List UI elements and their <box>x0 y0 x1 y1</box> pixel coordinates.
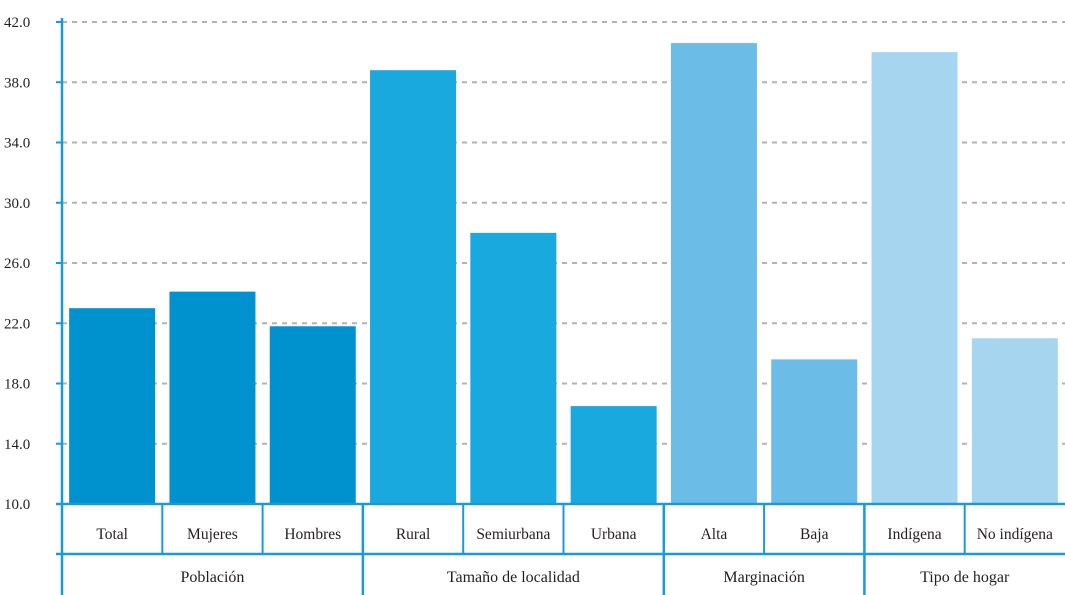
y-tick-label: 10.0 <box>4 497 30 513</box>
x-group-label: Marginación <box>723 569 804 586</box>
y-tick-label: 14.0 <box>4 437 30 453</box>
x-category-label: Total <box>96 526 128 543</box>
group-labels: Población Tamaño de localidad Marginación T… <box>180 569 1010 586</box>
x-category-label: Hombres <box>284 526 341 543</box>
x-category-label: Urbana <box>591 526 637 543</box>
bar <box>670 43 757 505</box>
gridlines <box>62 21 1065 445</box>
bar <box>570 406 657 504</box>
y-tick-label: 30.0 <box>4 196 30 212</box>
y-tick-label: 42.0 <box>4 15 30 31</box>
x-category-label: Indígena <box>887 526 941 543</box>
x-category-label: Rural <box>396 526 430 543</box>
x-category-label: Mujeres <box>187 526 238 543</box>
category-labels: Total Mujeres Hombres Rural Semiurbana Urbana… <box>96 526 1053 543</box>
y-axis-tick-labels: 10.0 14.0 18.0 22.0 26.0 30.0 34.0 38.0 42.0 <box>4 15 30 513</box>
bar <box>470 232 557 504</box>
x-category-label: Alta <box>701 526 728 543</box>
bar <box>871 52 958 504</box>
y-tick-label: 18.0 <box>4 377 30 393</box>
x-group-label: Tipo de hogar <box>920 569 1010 586</box>
x-category-label: Semiurbana <box>476 526 550 543</box>
y-tick-label: 26.0 <box>4 256 30 272</box>
x-group-label: Población <box>180 569 244 586</box>
x-category-label: No indígena <box>977 526 1053 543</box>
bars <box>69 43 1058 505</box>
y-tick-label: 22.0 <box>4 316 30 332</box>
x-category-label: Baja <box>800 526 829 543</box>
bar <box>370 70 457 504</box>
bar <box>69 308 156 504</box>
bar <box>169 291 256 504</box>
axes <box>56 18 1065 595</box>
bar <box>971 338 1058 504</box>
x-group-label: Tamaño de localidad <box>447 569 580 586</box>
bar <box>771 359 858 504</box>
y-tick-label: 34.0 <box>4 136 30 152</box>
bar <box>269 326 356 504</box>
y-tick-label: 38.0 <box>4 75 30 91</box>
